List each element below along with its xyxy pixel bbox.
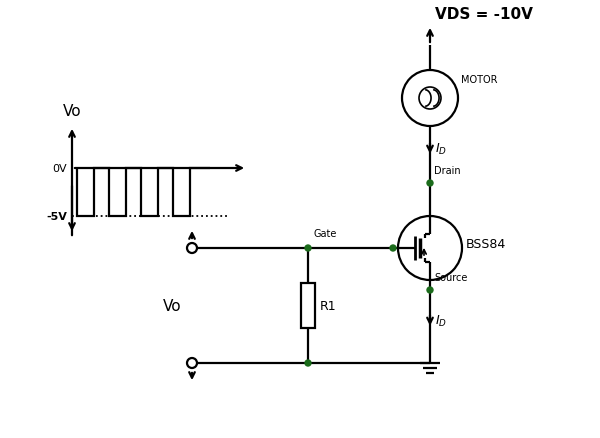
Text: BSS84: BSS84 (466, 238, 506, 251)
Circle shape (305, 245, 311, 251)
Text: Vo: Vo (163, 298, 181, 313)
Text: Source: Source (434, 272, 467, 283)
Circle shape (305, 360, 311, 366)
Bar (301, 283, 315, 328)
Text: Drain: Drain (434, 166, 461, 176)
Text: R1: R1 (320, 299, 337, 312)
Text: -5V: -5V (46, 212, 67, 222)
Circle shape (390, 245, 396, 251)
Text: $I_D$: $I_D$ (435, 141, 447, 157)
Circle shape (427, 287, 433, 293)
Text: $I_D$: $I_D$ (435, 313, 447, 328)
Text: VDS = -10V: VDS = -10V (435, 7, 533, 21)
Text: Vo: Vo (62, 104, 82, 119)
Text: Gate: Gate (313, 229, 337, 238)
Circle shape (427, 180, 433, 187)
Text: 0V: 0V (52, 164, 67, 173)
Text: MOTOR: MOTOR (461, 75, 497, 85)
